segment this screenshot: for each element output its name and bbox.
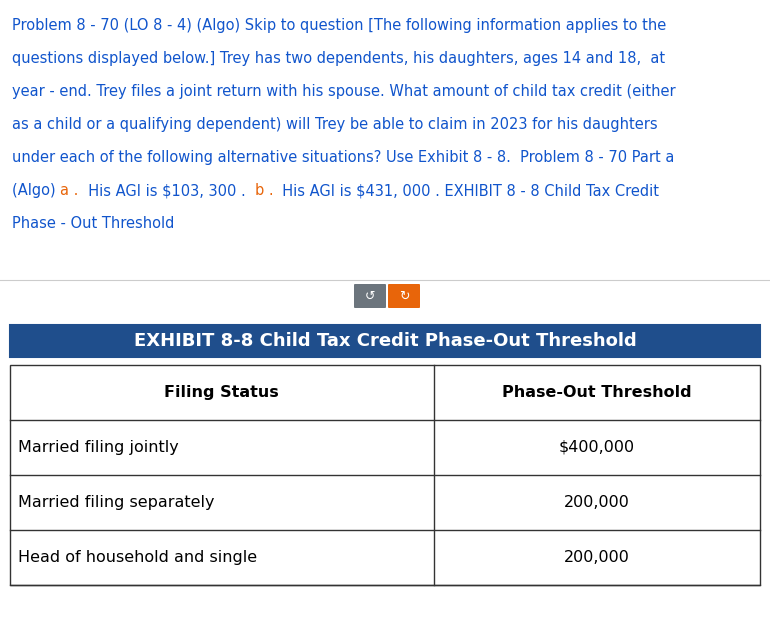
- Text: under each of the following alternative situations? Use Exhibit 8 - 8.  Problem : under each of the following alternative …: [12, 150, 675, 165]
- Text: Head of household and single: Head of household and single: [18, 550, 257, 565]
- Text: 200,000: 200,000: [564, 550, 630, 565]
- Text: (Algo): (Algo): [12, 183, 60, 198]
- Bar: [10, 365, 760, 585]
- Text: His AGI is $103, 300 .: His AGI is $103, 300 .: [79, 183, 255, 198]
- Text: 200,000: 200,000: [564, 495, 630, 510]
- Text: a .: a .: [60, 183, 79, 198]
- Text: Married filing jointly: Married filing jointly: [18, 440, 179, 455]
- Text: ↺: ↺: [365, 289, 375, 302]
- Text: Phase-Out Threshold: Phase-Out Threshold: [502, 385, 691, 400]
- Bar: [10, 325, 760, 357]
- FancyBboxPatch shape: [388, 284, 420, 308]
- FancyBboxPatch shape: [354, 284, 386, 308]
- Text: Phase - Out Threshold: Phase - Out Threshold: [12, 216, 174, 231]
- Text: EXHIBIT 8-8 Child Tax Credit Phase-Out Threshold: EXHIBIT 8-8 Child Tax Credit Phase-Out T…: [134, 332, 636, 350]
- Text: as a child or a qualifying dependent) will Trey be able to claim in 2023 for his: as a child or a qualifying dependent) wi…: [12, 117, 658, 132]
- Text: year - end. Trey files a joint return with his spouse. What amount of child tax : year - end. Trey files a joint return wi…: [12, 84, 675, 99]
- Text: Filing Status: Filing Status: [165, 385, 280, 400]
- Text: His AGI is $431, 000 . EXHIBIT 8 - 8 Child Tax Credit: His AGI is $431, 000 . EXHIBIT 8 - 8 Chi…: [273, 183, 659, 198]
- Text: ↻: ↻: [399, 289, 409, 302]
- Text: b .: b .: [255, 183, 273, 198]
- Text: Married filing separately: Married filing separately: [18, 495, 215, 510]
- Text: questions displayed below.] Trey has two dependents, his daughters, ages 14 and : questions displayed below.] Trey has two…: [12, 51, 665, 66]
- Text: Problem 8 - 70 (LO 8 - 4) (Algo) Skip to question [The following information app: Problem 8 - 70 (LO 8 - 4) (Algo) Skip to…: [12, 18, 666, 33]
- Text: $400,000: $400,000: [559, 440, 635, 455]
